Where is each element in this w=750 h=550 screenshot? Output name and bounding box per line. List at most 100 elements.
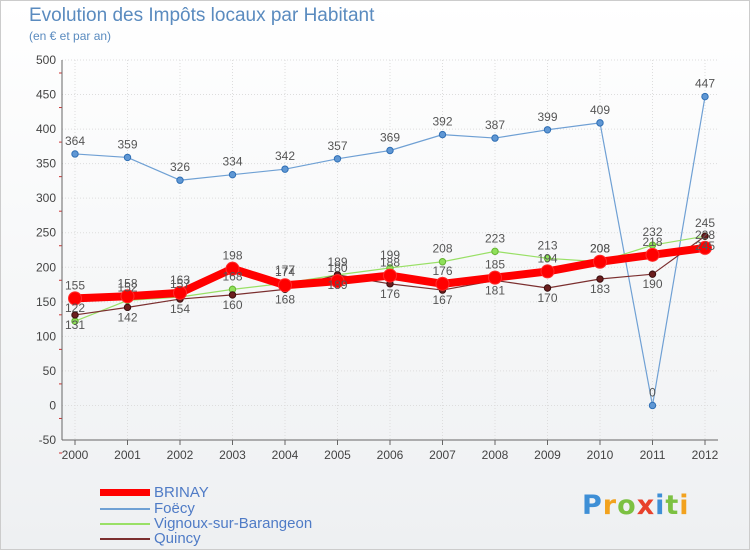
data-point-brinay bbox=[383, 268, 397, 283]
x-tick-label: 2007 bbox=[429, 448, 456, 462]
data-point-fo-cy bbox=[281, 165, 289, 173]
x-tick-label: 2000 bbox=[62, 448, 89, 462]
data-label-quincy: 245 bbox=[695, 239, 715, 253]
data-point-fo-cy bbox=[701, 92, 709, 101]
data-label-vignoux-sur-barangeon: 199 bbox=[380, 248, 400, 262]
legend-swatch-vignoux bbox=[100, 523, 150, 525]
x-tick-label: 2009 bbox=[534, 448, 561, 462]
legend-label-brinay: BRINAY bbox=[154, 484, 209, 501]
data-label-brinay: 194 bbox=[537, 251, 557, 265]
x-tick-label: 2002 bbox=[167, 448, 194, 462]
logo-letter: o bbox=[617, 490, 637, 521]
data-point-fo-cy bbox=[386, 146, 394, 155]
y-tick-label: 250 bbox=[36, 226, 56, 240]
data-label-fo-cy: 409 bbox=[590, 103, 610, 117]
data-label-quincy: 142 bbox=[117, 310, 137, 324]
data-label-brinay: 198 bbox=[222, 249, 242, 263]
x-tick-label: 2012 bbox=[692, 448, 719, 462]
logo-letter: P bbox=[582, 490, 603, 521]
logo-letter: t bbox=[665, 490, 680, 521]
y-tick-label: 300 bbox=[36, 191, 56, 205]
data-point-vignoux-sur-barangeon bbox=[491, 247, 499, 256]
data-label-quincy: 131 bbox=[65, 318, 85, 332]
logo-letter: r bbox=[602, 490, 618, 521]
data-label-vignoux-sur-barangeon: 157 bbox=[170, 277, 190, 291]
data-label-fo-cy: 334 bbox=[222, 155, 242, 169]
data-label-quincy: 190 bbox=[642, 277, 662, 291]
data-point-vignoux-sur-barangeon bbox=[438, 258, 447, 266]
y-tick-label: 0 bbox=[49, 398, 56, 412]
data-label-vignoux-sur-barangeon: 152 bbox=[117, 280, 137, 294]
data-label-fo-cy: 392 bbox=[432, 115, 452, 129]
y-tick-label: 350 bbox=[36, 157, 56, 171]
data-label-brinay: 155 bbox=[65, 278, 85, 292]
data-point-brinay bbox=[488, 270, 502, 285]
data-label-vignoux-sur-barangeon: 122 bbox=[65, 301, 85, 315]
y-tick-label: 100 bbox=[36, 329, 56, 343]
data-label-quincy: 181 bbox=[485, 283, 505, 297]
data-label-brinay: 228 bbox=[695, 228, 715, 242]
data-label-vignoux-sur-barangeon: 232 bbox=[642, 225, 662, 239]
y-tick-label: 150 bbox=[36, 295, 56, 309]
data-label-vignoux-sur-barangeon: 189 bbox=[327, 255, 347, 269]
data-label-fo-cy: 399 bbox=[537, 110, 557, 124]
data-label-quincy: 176 bbox=[380, 287, 400, 301]
data-point-brinay bbox=[540, 264, 555, 279]
y-tick-label: 200 bbox=[36, 260, 56, 274]
logo-letter: x bbox=[636, 490, 656, 521]
data-point-brinay bbox=[593, 254, 607, 269]
data-point-quincy bbox=[648, 270, 657, 278]
data-point-brinay bbox=[435, 276, 450, 291]
x-tick-label: 2008 bbox=[482, 448, 509, 462]
data-point-fo-cy bbox=[71, 150, 79, 158]
y-tick-label: 450 bbox=[36, 88, 56, 102]
data-label-brinay: 163 bbox=[170, 273, 190, 287]
legend-label-quincy: Quincy bbox=[154, 530, 201, 547]
logo-letter: i bbox=[655, 490, 666, 521]
data-label-fo-cy: 359 bbox=[117, 137, 137, 151]
data-label-fo-cy: 357 bbox=[327, 139, 347, 153]
data-label-vignoux-sur-barangeon: 213 bbox=[537, 238, 557, 252]
data-label-brinay: 218 bbox=[642, 235, 662, 249]
y-tick-label: 50 bbox=[43, 364, 57, 378]
data-point-brinay bbox=[120, 289, 135, 304]
data-point-fo-cy bbox=[543, 126, 552, 134]
data-point-brinay bbox=[68, 291, 82, 306]
data-point-fo-cy bbox=[596, 119, 604, 127]
data-label-quincy: 160 bbox=[222, 298, 242, 312]
data-label-quincy: 154 bbox=[170, 302, 190, 316]
data-point-vignoux-sur-barangeon bbox=[543, 254, 552, 262]
data-point-quincy bbox=[123, 303, 132, 312]
data-point-brinay bbox=[330, 274, 345, 289]
data-point-brinay bbox=[173, 285, 187, 300]
data-point-brinay bbox=[225, 261, 240, 276]
data-label-vignoux-sur-barangeon: 168 bbox=[222, 269, 242, 283]
data-labels: 364 359 326 334 342 357 369 392 387 399 409 0 447 122… bbox=[65, 77, 715, 400]
data-label-vignoux-sur-barangeon: 208 bbox=[432, 242, 452, 256]
x-tick-label: 2005 bbox=[324, 448, 351, 462]
data-point-quincy bbox=[701, 232, 709, 240]
data-label-brinay: 208 bbox=[590, 242, 610, 256]
data-label-fo-cy: 369 bbox=[380, 131, 400, 145]
x-tick-label: 2011 bbox=[640, 448, 666, 462]
data-label-vignoux-sur-barangeon: 223 bbox=[485, 231, 505, 245]
data-label-fo-cy: 0 bbox=[649, 385, 656, 399]
data-label-quincy: 170 bbox=[537, 291, 557, 305]
proxiti-logo: Proxiti bbox=[582, 490, 690, 521]
x-tick-label: 2006 bbox=[377, 448, 404, 462]
x-tick-label: 2001 bbox=[114, 448, 141, 462]
data-point-brinay bbox=[645, 247, 660, 262]
data-point-quincy bbox=[543, 284, 552, 292]
data-label-vignoux-sur-barangeon: 177 bbox=[275, 263, 295, 277]
data-label-brinay: 180 bbox=[327, 261, 347, 275]
data-label-brinay: 158 bbox=[117, 276, 137, 290]
data-label-quincy: 189 bbox=[327, 278, 347, 292]
x-tick-label: 2010 bbox=[587, 448, 614, 462]
axes: -50 0 50 100 150 200 250 300 350 400 450 500 2000 200… bbox=[36, 53, 719, 462]
data-label-fo-cy: 342 bbox=[275, 149, 295, 163]
data-label-brinay: 176 bbox=[432, 264, 452, 278]
data-label-brinay: 185 bbox=[485, 258, 505, 272]
logo-letter: i bbox=[679, 490, 690, 521]
legend-swatch-quincy bbox=[100, 538, 150, 540]
